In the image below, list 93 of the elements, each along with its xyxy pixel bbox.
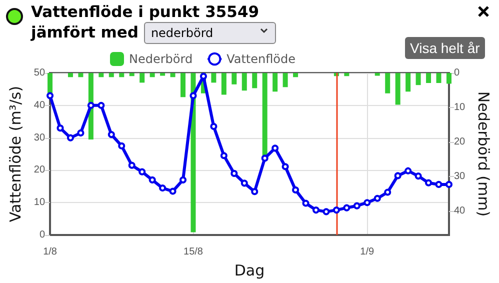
point: [56, 124, 64, 132]
bar: [78, 73, 84, 78]
bar: [252, 73, 258, 88]
bar: [426, 73, 432, 83]
bar: [160, 73, 166, 76]
point: [128, 162, 136, 169]
y-axis-title: Vattenflöde (m³/s): [6, 86, 24, 222]
point: [251, 188, 258, 196]
bar: [436, 73, 442, 83]
bar: [48, 73, 53, 94]
bar: [406, 73, 411, 92]
point: [108, 131, 115, 138]
point: [210, 122, 218, 130]
bar: [446, 73, 452, 84]
bar: [262, 73, 268, 156]
bar: [180, 73, 186, 98]
point: [138, 168, 146, 176]
bar: [108, 73, 114, 78]
point: [404, 167, 412, 174]
point: [159, 184, 166, 192]
point: [374, 194, 381, 202]
point: [66, 134, 74, 142]
bar: [385, 73, 390, 94]
bar: [140, 73, 145, 83]
point: [332, 206, 340, 214]
y-tick-label: 0: [39, 230, 46, 240]
point: [240, 180, 248, 187]
bar: [221, 73, 226, 95]
text: Visa helt år: [405, 37, 485, 59]
point: [180, 176, 187, 184]
y-tick-label: 10: [34, 197, 46, 208]
y-tick-label: 30: [34, 132, 46, 144]
bar: [150, 73, 155, 78]
point: [190, 92, 197, 100]
y2-tick-label: 40: [454, 205, 466, 216]
legend-label: Nederbörd: [129, 52, 193, 66]
chart-subtitle: jämfört med: [31, 23, 139, 42]
point: [118, 142, 126, 150]
y-tick-label: 20: [34, 164, 46, 176]
point: [87, 102, 94, 109]
x-tick-label: 1/8: [43, 246, 58, 258]
point: [77, 129, 84, 136]
point: [353, 202, 360, 210]
y-tick-label: 50: [34, 68, 46, 78]
legend-label: Vattenflöde: [226, 52, 296, 66]
point: [261, 154, 268, 162]
x-tick-label: 1/9: [360, 246, 375, 258]
point: [414, 172, 422, 180]
y2-tick-label: 30: [454, 170, 466, 182]
x-axis-title: Dag: [234, 262, 265, 280]
bar: [211, 73, 216, 83]
bar: [374, 73, 380, 76]
bar: [395, 73, 400, 105]
point: [322, 208, 330, 216]
point: [445, 180, 452, 188]
y2-tick-label: 0: [454, 68, 460, 78]
bar: [282, 73, 288, 88]
point: [312, 206, 320, 214]
y2-axis-title: Nederbörd (mm): [474, 91, 492, 217]
point: [148, 176, 156, 184]
y2-tick-label: 20: [454, 136, 466, 148]
point: [169, 188, 176, 195]
point: [98, 102, 105, 109]
bar: [119, 73, 124, 78]
bar: [344, 73, 350, 76]
y2-tick-label: 10: [454, 102, 466, 113]
bar: [170, 73, 176, 78]
point: [425, 179, 432, 186]
bar: [129, 73, 134, 76]
text: nederbörd: [150, 26, 214, 40]
x-tick-label: 15/8: [184, 246, 204, 258]
bar: [293, 73, 298, 78]
bar: [272, 73, 278, 92]
bar: [68, 73, 73, 78]
bar: [242, 73, 247, 91]
point: [272, 144, 279, 152]
point: [384, 188, 392, 196]
point: [282, 163, 289, 170]
point: [230, 170, 238, 177]
point: [364, 199, 371, 206]
y-tick-label: 40: [34, 100, 46, 111]
bar: [98, 73, 104, 78]
point: [435, 180, 442, 188]
point: [343, 204, 350, 212]
point: [220, 152, 228, 160]
point: [292, 186, 300, 194]
bar: [416, 73, 421, 86]
chart-title: Vattenflöde i punkt 35549: [31, 3, 260, 21]
point: [200, 72, 207, 80]
point: [394, 172, 402, 180]
point: [302, 200, 310, 207]
bar: [232, 73, 237, 84]
point: [46, 92, 54, 100]
